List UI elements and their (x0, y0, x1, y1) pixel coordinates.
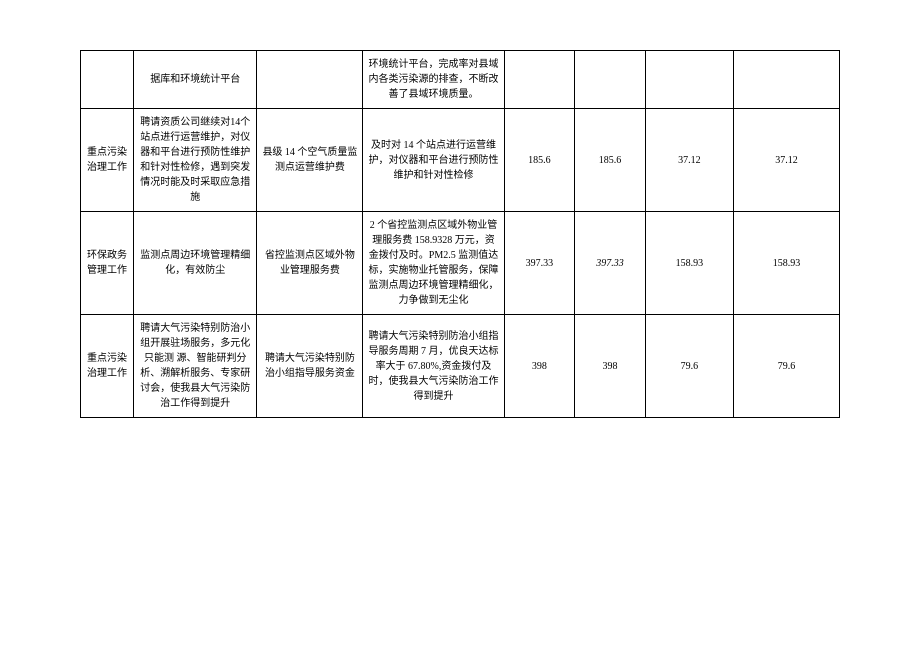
cell-val2 (575, 51, 646, 109)
cell-val2: 397.33 (575, 212, 646, 315)
cell-category: 环保政务管理工作 (81, 212, 134, 315)
table-row: 重点污染治理工作 聘请大气污染特别防治小组开展驻场服务，多元化只能测 源、智能研… (81, 315, 840, 418)
cell-desc2: 省控监测点区域外物业管理服务费 (257, 212, 363, 315)
cell-val1 (504, 51, 575, 109)
cell-desc1: 监测点周边环境管理精细化，有效防尘 (133, 212, 257, 315)
cell-desc1: 据库和环境统计平台 (133, 51, 257, 109)
cell-val1: 185.6 (504, 109, 575, 212)
cell-val4: 158.93 (734, 212, 840, 315)
table-row: 据库和环境统计平台 环境统计平台，完成率对县域内各类污染源的排查，不断改善了县域… (81, 51, 840, 109)
cell-val4 (734, 51, 840, 109)
cell-val4: 79.6 (734, 315, 840, 418)
cell-val1: 397.33 (504, 212, 575, 315)
data-table: 据库和环境统计平台 环境统计平台，完成率对县域内各类污染源的排查，不断改善了县域… (80, 50, 840, 418)
cell-desc3: 2 个省控监测点区域外物业管理服务费 158.9328 万元，资金拨付及时。PM… (363, 212, 504, 315)
cell-val3: 158.93 (645, 212, 733, 315)
cell-val2: 185.6 (575, 109, 646, 212)
cell-category: 重点污染治理工作 (81, 109, 134, 212)
cell-desc1: 聘请大气污染特别防治小组开展驻场服务，多元化只能测 源、智能研判分析、溯解析服务… (133, 315, 257, 418)
cell-desc2: 县级 14 个空气质量监测点运营维护费 (257, 109, 363, 212)
cell-category (81, 51, 134, 109)
cell-category: 重点污染治理工作 (81, 315, 134, 418)
cell-desc3: 环境统计平台，完成率对县域内各类污染源的排查，不断改善了县域环境质量。 (363, 51, 504, 109)
cell-desc1: 聘请资质公司继续对14个站点进行运营维护，对仪器和平台进行预防性维护和针对性检修… (133, 109, 257, 212)
table-row: 重点污染治理工作 聘请资质公司继续对14个站点进行运营维护，对仪器和平台进行预防… (81, 109, 840, 212)
table-body: 据库和环境统计平台 环境统计平台，完成率对县域内各类污染源的排查，不断改善了县域… (81, 51, 840, 418)
table-row: 环保政务管理工作 监测点周边环境管理精细化，有效防尘 省控监测点区域外物业管理服… (81, 212, 840, 315)
cell-desc3: 聘请大气污染特别防治小组指导服务周期 7 月，优良天达标率大于 67.80%,资… (363, 315, 504, 418)
cell-val1: 398 (504, 315, 575, 418)
cell-desc2: 聘请大气污染特别防治小组指导服务资金 (257, 315, 363, 418)
cell-val3: 79.6 (645, 315, 733, 418)
cell-val2: 398 (575, 315, 646, 418)
cell-val3 (645, 51, 733, 109)
cell-val4: 37.12 (734, 109, 840, 212)
cell-val3: 37.12 (645, 109, 733, 212)
cell-desc3: 及时对 14 个站点进行运营维护，对仪器和平台进行预防性维护和针对性检修 (363, 109, 504, 212)
cell-desc2 (257, 51, 363, 109)
